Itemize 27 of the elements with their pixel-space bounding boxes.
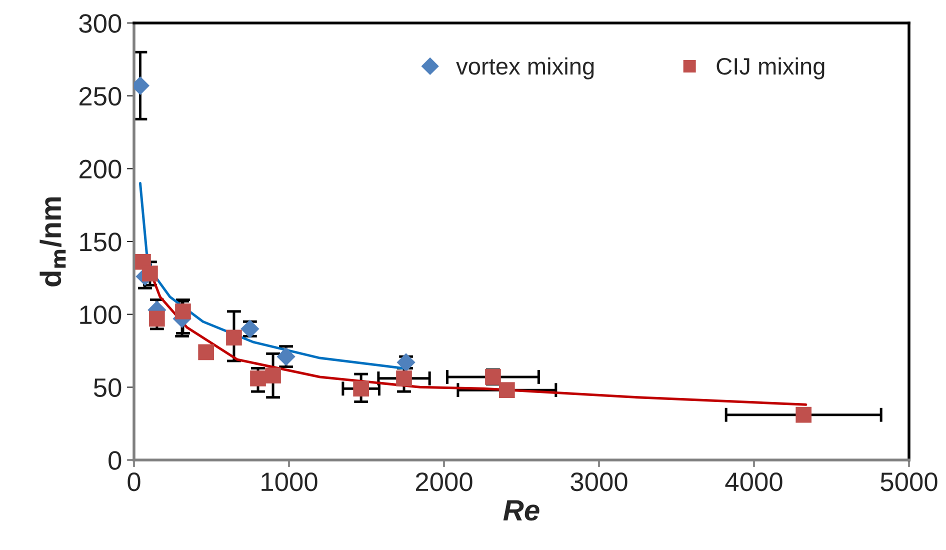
y-tick-label: 0	[108, 451, 122, 470]
point	[198, 344, 214, 360]
point	[226, 330, 242, 346]
x-tick-label: 2000	[416, 472, 472, 492]
x-tick-label: 1000	[262, 472, 318, 492]
y-tick-label: 50	[94, 378, 122, 397]
x-axis-title: Re	[503, 500, 540, 521]
x-tick-label: 5000	[880, 472, 938, 492]
y-tick-label: 250	[80, 86, 122, 106]
x-tick-label: 3000	[570, 472, 628, 492]
y-tick-label: 100	[80, 305, 122, 324]
point	[265, 368, 281, 384]
point	[250, 370, 266, 386]
y-tick-label: 150	[80, 232, 122, 252]
legend-label: CIJ mixing	[716, 57, 824, 80]
point	[353, 380, 369, 397]
point	[499, 382, 515, 398]
point	[175, 304, 191, 320]
x-tick-label: 4000	[725, 472, 782, 492]
point	[149, 310, 165, 327]
point	[396, 370, 412, 386]
y-tick-label: 300	[79, 14, 122, 33]
legend-label: vortex mixing	[456, 57, 594, 80]
x-tick-label: 0	[128, 472, 140, 492]
y-tick-label: 200	[80, 160, 122, 178]
point	[796, 406, 812, 423]
y-axis-title: d$_{m}$/nm	[40, 197, 66, 286]
